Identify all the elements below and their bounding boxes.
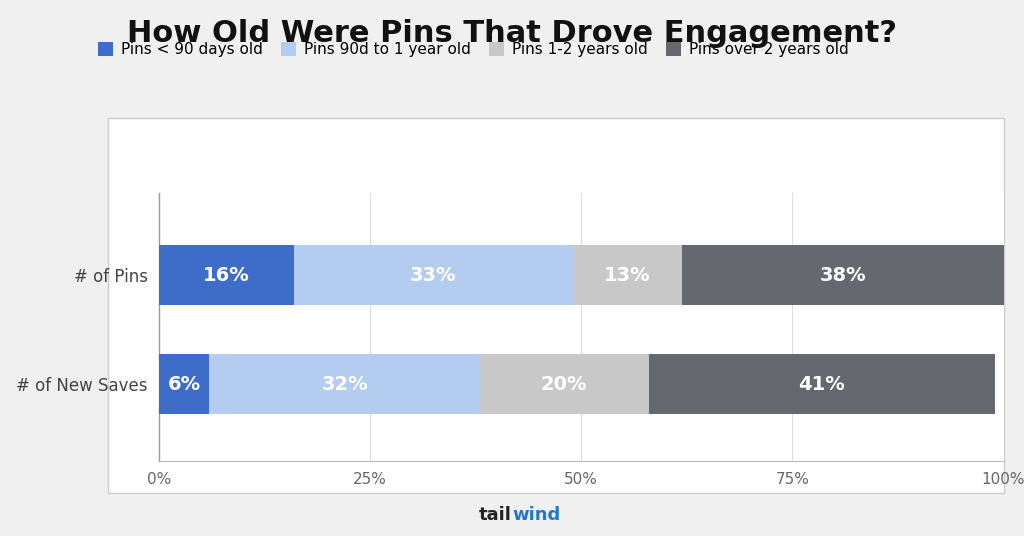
Legend: Pins < 90 days old, Pins 90d to 1 year old, Pins 1-2 years old, Pins over 2 year: Pins < 90 days old, Pins 90d to 1 year o…: [90, 34, 856, 65]
Text: 41%: 41%: [799, 375, 845, 394]
Bar: [479, 354, 649, 414]
Text: How Old Were Pins That Drove Engagement?: How Old Were Pins That Drove Engagement?: [127, 19, 897, 48]
Bar: [294, 245, 572, 305]
Text: 13%: 13%: [604, 265, 651, 285]
Text: 6%: 6%: [168, 375, 201, 394]
Bar: [649, 354, 995, 414]
Text: tail: tail: [479, 506, 512, 524]
Bar: [210, 354, 479, 414]
Bar: [159, 354, 210, 414]
Bar: [159, 245, 294, 305]
Text: 20%: 20%: [541, 375, 588, 394]
Text: 38%: 38%: [819, 265, 866, 285]
Text: 16%: 16%: [203, 265, 250, 285]
Text: wind: wind: [512, 506, 560, 524]
Text: 32%: 32%: [322, 375, 368, 394]
Bar: [683, 245, 1004, 305]
Bar: [572, 245, 683, 305]
Text: 33%: 33%: [410, 265, 457, 285]
